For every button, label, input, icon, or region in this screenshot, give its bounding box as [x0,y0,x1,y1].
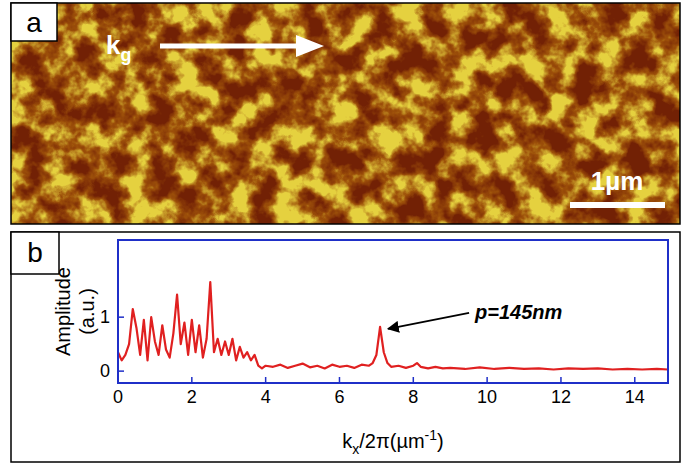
afm-image [11,3,680,224]
arrow-subscript: g [120,45,131,65]
panel-label: a [26,7,42,38]
y-tick-label: 0 [100,361,110,381]
x-axis-title-part: x [352,441,359,457]
annotation: p=145nm [474,301,562,323]
figure: akg1µmb0246810121401Amplitude(a.u.)kx/2π… [0,0,683,465]
x-tick-label: 8 [408,387,418,407]
y-axis-title-line: Amplitude [52,267,74,356]
plot-area [118,282,668,369]
x-tick-label: 4 [261,387,271,407]
plot-frame [118,240,668,383]
arrow-head [296,35,324,57]
arrow-shaft [160,44,300,49]
x-tick-label: 14 [625,387,645,407]
x-axis-title-part: -1 [425,427,438,443]
panel-frame [11,232,680,462]
x-axis-title: kx/2π(µm-1) [342,427,443,457]
y-tick-label: 1 [100,307,110,327]
x-axis-title-part: /2π(µm [359,430,424,452]
spectrum-line [118,282,668,369]
x-tick-label: 12 [551,387,571,407]
panel-label: b [27,237,43,268]
y-axis-title: Amplitude(a.u.) [52,267,98,356]
x-tick-label: 10 [477,387,497,407]
annotation-arrow [388,313,469,329]
x-tick-label: 0 [113,387,123,407]
scale-bar-label: 1µm [591,166,644,196]
x-axis-title-part: ) [437,430,444,452]
y-axis-title-line: (a.u.) [76,288,98,335]
scale-bar [570,202,665,208]
x-tick-label: 6 [334,387,344,407]
panel-label-box [11,3,57,41]
panel-frame [11,3,680,224]
x-tick-label: 2 [187,387,197,407]
arrow-label: kg [106,30,131,65]
